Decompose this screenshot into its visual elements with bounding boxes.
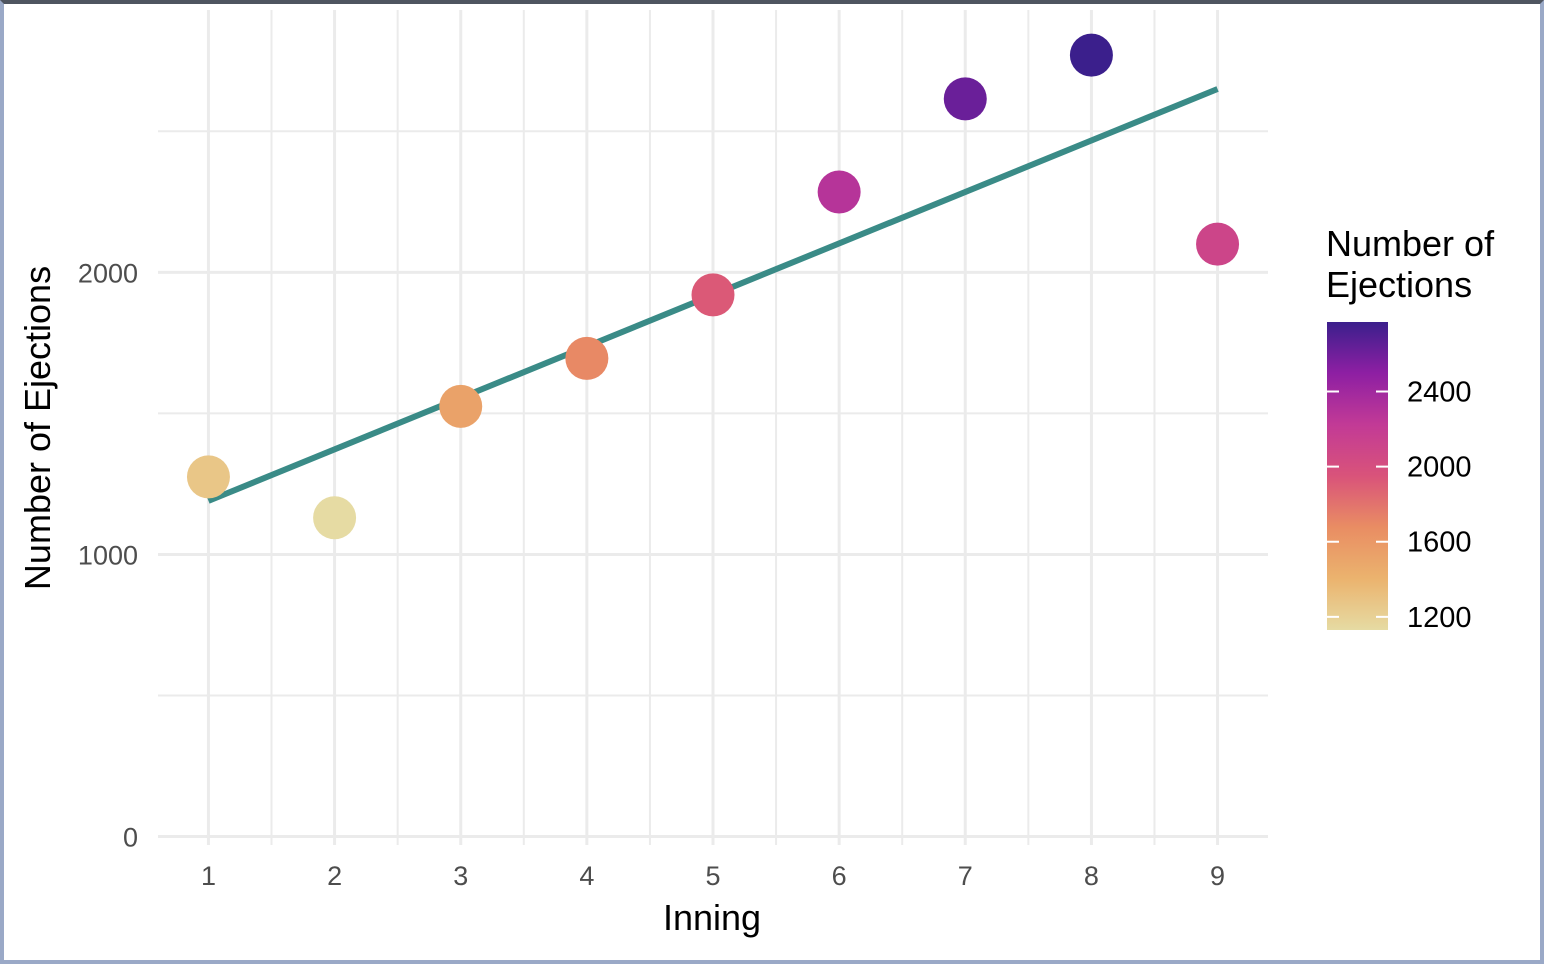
color-bar-tick-label: 1600 <box>1407 527 1472 559</box>
color-bar-tick-label: 2000 <box>1407 452 1472 484</box>
data-point <box>943 77 987 121</box>
y-axis-title: Number of Ejections <box>17 266 58 590</box>
data-point <box>439 384 483 428</box>
x-tick-label: 7 <box>958 861 973 891</box>
x-tick-label: 9 <box>1210 861 1225 891</box>
x-tick-label: 1 <box>201 861 216 891</box>
data-point <box>817 170 861 214</box>
color-bar-ticks: 1200 1600 2000 2400 <box>1327 376 1472 634</box>
legend-title-line-2: Ejections <box>1326 264 1472 305</box>
x-axis-ticks: 1 2 3 4 5 6 7 8 9 <box>201 861 1225 891</box>
grid-lines <box>158 10 1268 845</box>
data-point <box>691 273 735 317</box>
x-tick-label: 6 <box>832 861 847 891</box>
x-tick-label: 4 <box>579 861 594 891</box>
x-tick-label: 3 <box>453 861 468 891</box>
x-tick-label: 5 <box>705 861 720 891</box>
data-points <box>186 33 1240 540</box>
y-axis-ticks: 0 1000 2000 <box>78 258 138 852</box>
color-legend: Number of Ejections 1200 1600 2000 2400 <box>1326 223 1495 634</box>
data-point <box>565 336 609 380</box>
data-point <box>186 455 230 499</box>
color-bar-tick-label: 2400 <box>1407 376 1472 408</box>
color-bar <box>1327 322 1388 630</box>
data-point <box>1069 33 1113 77</box>
y-tick-label: 0 <box>123 823 138 853</box>
x-tick-label: 2 <box>327 861 342 891</box>
legend-title-line-1: Number of <box>1326 223 1495 264</box>
x-tick-label: 8 <box>1084 861 1099 891</box>
y-tick-label: 2000 <box>78 258 138 288</box>
data-point <box>1196 222 1240 266</box>
data-point <box>313 496 357 540</box>
color-bar-tick-label: 1200 <box>1407 602 1472 634</box>
y-tick-label: 1000 <box>78 540 138 570</box>
x-axis-title: Inning <box>663 897 761 938</box>
